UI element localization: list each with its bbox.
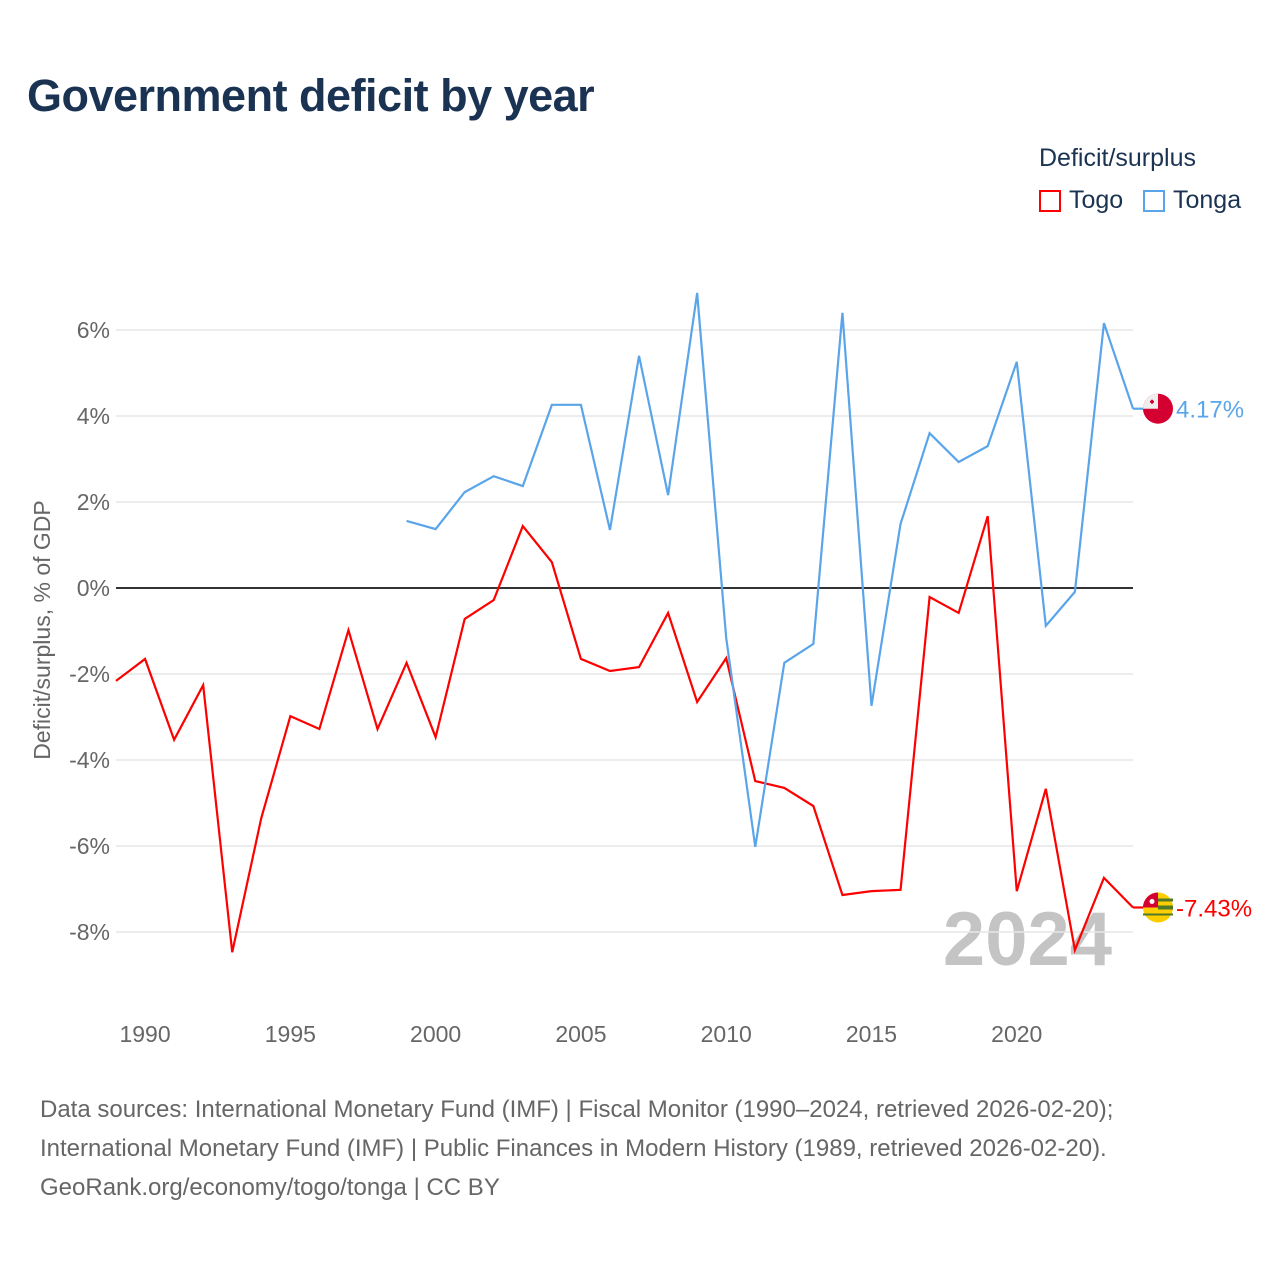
series-line-tonga: [406, 292, 1135, 848]
legend-swatch-togo: [1039, 189, 1061, 212]
x-tick-label: 2020: [991, 1021, 1042, 1047]
y-tick-label: -2%: [69, 661, 110, 687]
y-tick-label: 4%: [77, 403, 110, 429]
y-tick-label: -6%: [69, 833, 110, 859]
togo-flag-star: [1149, 898, 1155, 904]
legend-title: Deficit/surplus: [1039, 144, 1196, 172]
legend-label: Tonga: [1173, 186, 1242, 214]
y-tick-label: 6%: [77, 317, 110, 343]
sources: Data sources: International Monetary Fun…: [40, 1090, 1113, 1207]
year-watermark: 2024: [943, 897, 1112, 982]
end-value-label: 4.17%: [1176, 397, 1244, 424]
source-line: GeoRank.org/economy/togo/tonga | CC BY: [40, 1174, 500, 1201]
source-line: International Monetary Fund (IMF) | Publ…: [40, 1135, 1107, 1162]
x-tick-label: 2015: [846, 1021, 897, 1047]
series-line-togo: [115, 515, 1134, 955]
legend-swatch-tonga: [1143, 189, 1165, 212]
y-tick-label: 0%: [77, 575, 110, 601]
legend-item-togo[interactable]: Togo: [1039, 186, 1123, 215]
y-tick-label: 2%: [77, 489, 110, 515]
x-tick-label: 1995: [265, 1021, 316, 1047]
legend-item-tonga[interactable]: Tonga: [1143, 186, 1241, 215]
x-tick-label: 2000: [410, 1021, 461, 1047]
source-line: Data sources: International Monetary Fun…: [40, 1096, 1114, 1123]
y-axis-label: Deficit/surplus, % of GDP: [29, 500, 55, 759]
legend-label: Togo: [1069, 186, 1124, 214]
y-tick-label: -4%: [69, 747, 110, 773]
tonga-flag-cross: [1150, 399, 1154, 404]
chart-title: Government deficit by year: [27, 70, 595, 121]
x-tick-label: 1990: [119, 1021, 170, 1047]
end-value-label: -7.43%: [1176, 895, 1252, 922]
line-chart: 2024 -8% -6% -4% -2% 0% 2% 4% 6% 1990 1995 2000 2005…: [29, 292, 1252, 1047]
x-tick-label: 2010: [701, 1021, 752, 1047]
y-tick-label: -8%: [69, 919, 110, 945]
x-tick-label: 2005: [555, 1021, 606, 1047]
